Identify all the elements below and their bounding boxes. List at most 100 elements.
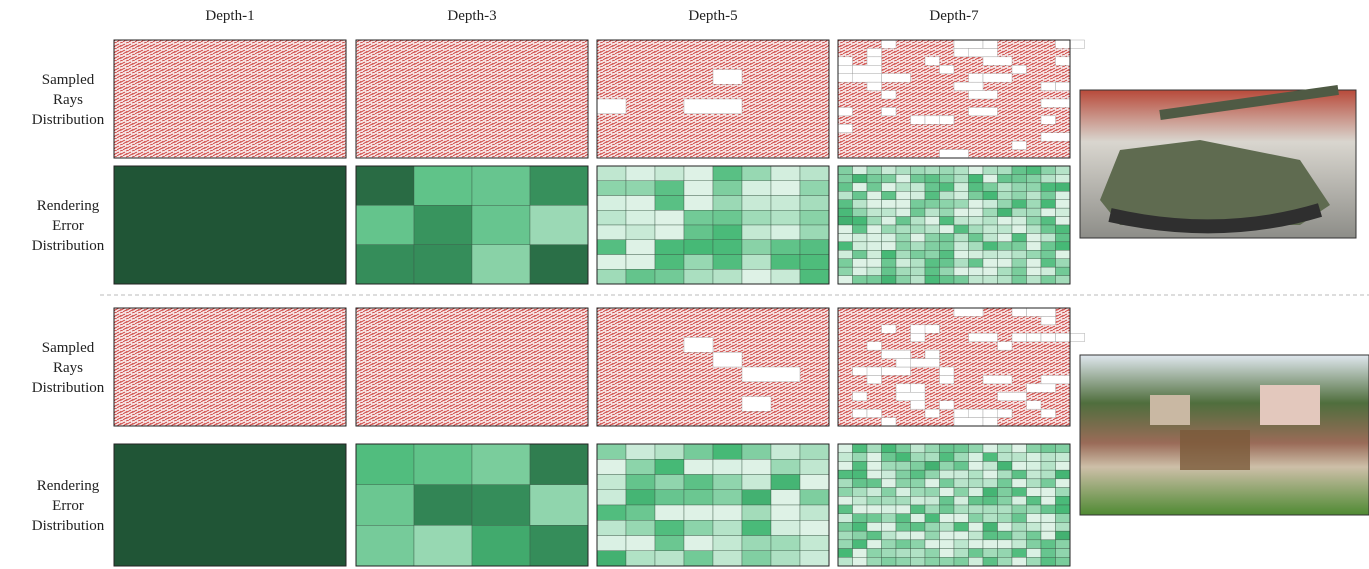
error-cell (1040, 522, 1056, 532)
error-cell (683, 180, 714, 196)
empty-cell (837, 65, 853, 74)
error-cell (1040, 224, 1056, 234)
panel-border (837, 165, 1071, 285)
empty-cell (953, 81, 984, 91)
error-cell (866, 461, 882, 471)
error-cell (799, 224, 830, 240)
error-cell (852, 224, 868, 234)
error-cell (939, 530, 955, 541)
error-cell (866, 539, 882, 549)
error-cell (712, 269, 743, 285)
error-cell (654, 504, 685, 521)
error-cell (1055, 557, 1071, 567)
error-cell (625, 474, 656, 490)
error-cell (968, 513, 984, 523)
error-cell (1011, 557, 1027, 567)
error-cell (1040, 199, 1056, 209)
error-cell (1040, 478, 1056, 488)
error-cell (924, 496, 940, 506)
error-cell (837, 557, 853, 567)
error-cell (1026, 487, 1042, 497)
error-cell (1026, 275, 1042, 285)
rays-panel (596, 39, 830, 159)
error-cell (1040, 233, 1056, 243)
error-cell (1011, 258, 1027, 268)
error-cell (982, 496, 998, 506)
error-cell (683, 550, 714, 567)
error-cell (881, 461, 897, 471)
error-cell (596, 474, 627, 490)
error-cell (982, 557, 998, 567)
empty-cell (881, 73, 911, 83)
error-cell (997, 461, 1013, 471)
empty-cell (910, 333, 926, 342)
error-cell (895, 469, 911, 480)
error-cell (596, 489, 627, 506)
empty-cell (939, 65, 955, 74)
error-cell (1040, 216, 1056, 226)
row-label: Error (52, 498, 84, 514)
error-cell (1026, 191, 1042, 200)
error-cell (596, 269, 627, 285)
error-cell (799, 180, 830, 196)
error-cell (895, 461, 911, 471)
empty-cell (982, 56, 1013, 66)
empty-cell (939, 366, 955, 376)
error-cell (1040, 504, 1056, 514)
error-cell (953, 504, 969, 514)
error-cell (1026, 207, 1042, 217)
panel-border (837, 39, 1071, 159)
error-cell (910, 165, 926, 175)
error-cell (741, 165, 772, 181)
error-cell (881, 452, 897, 462)
error-cell (953, 216, 969, 226)
error-cell (895, 216, 911, 226)
error-cell (1011, 199, 1027, 209)
error-cell (866, 452, 882, 462)
error-cell (1026, 174, 1042, 184)
error-cell (1011, 452, 1027, 462)
error-cell (683, 443, 714, 460)
error-cell (1026, 539, 1042, 549)
error-panel (596, 443, 830, 567)
error-cell (852, 557, 868, 567)
error-cell (1026, 266, 1042, 276)
error-cell (837, 182, 853, 192)
error-cell (683, 269, 714, 285)
error-cell (881, 443, 897, 453)
error-cell (924, 199, 940, 209)
error-cell (982, 452, 998, 462)
error-cell (1011, 250, 1027, 259)
error-cell (471, 443, 531, 485)
error-cell (924, 233, 940, 243)
error-cell (837, 548, 853, 558)
error-cell (799, 550, 830, 567)
error-cell (968, 275, 984, 285)
error-cell (799, 474, 830, 490)
error-cell (852, 504, 868, 514)
error-cell (924, 165, 940, 175)
empty-cell (1026, 383, 1056, 393)
error-cell (413, 525, 473, 567)
error-cell (895, 443, 911, 453)
error-cell (114, 166, 346, 284)
error-cell (770, 520, 801, 536)
rays-fill (114, 308, 346, 426)
error-cell (837, 165, 853, 175)
error-cell (997, 548, 1013, 558)
error-cell (683, 239, 714, 255)
error-cell (866, 165, 882, 175)
error-cell (881, 241, 897, 251)
error-cell (529, 244, 589, 285)
panel-border (596, 443, 830, 567)
empty-cell (910, 358, 940, 368)
error-cell (837, 469, 853, 480)
error-cell (895, 199, 911, 209)
error-cell (1026, 241, 1042, 251)
error-cell (683, 254, 714, 270)
error-cell (596, 239, 627, 255)
error-cell (1040, 443, 1056, 453)
error-cell (1011, 522, 1027, 532)
error-cell (625, 535, 656, 551)
error-cell (852, 522, 868, 532)
